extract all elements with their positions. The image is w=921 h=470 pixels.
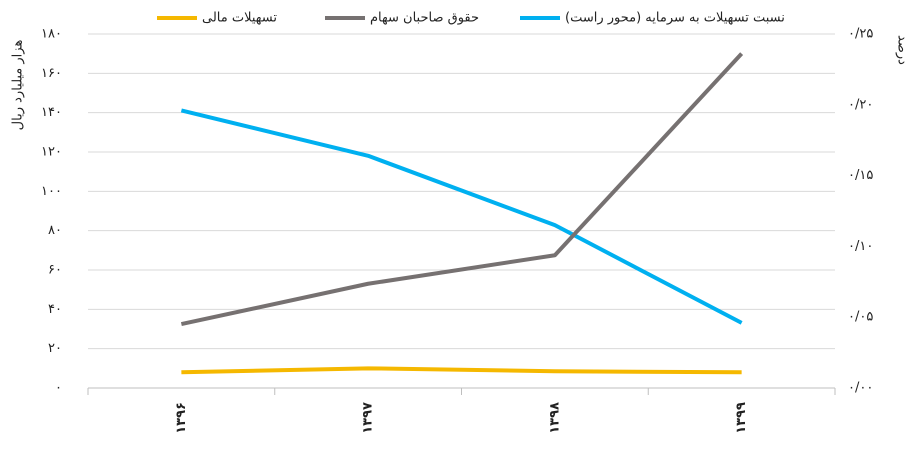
x-tick-label: ۱۳۹۹ xyxy=(734,402,749,434)
y-tick-label: ۱۲۰ xyxy=(41,145,62,160)
x-tick-label: ۱۳۹۶ xyxy=(174,402,189,434)
x-tick-label: ۱۳۹۸ xyxy=(547,402,562,434)
y2-tick-label: ۰/۱۰ xyxy=(848,239,873,254)
y2-tick-label: ۰/۰۰ xyxy=(848,381,873,396)
legend-label: نسبت تسهیلات به سرمایه (محور راست) xyxy=(565,11,785,26)
y-tick-label: ۰ xyxy=(55,381,62,396)
y2-tick-label: ۰/۰۵ xyxy=(848,310,873,325)
legend-label: حقوق صاحبان سهام xyxy=(370,11,479,26)
y2-tick-label: ۰/۲۰ xyxy=(848,97,873,112)
y2-tick-label: ۰/۱۵ xyxy=(848,168,873,183)
x-tick-label: ۱۳۹۷ xyxy=(361,402,376,434)
y-tick-label: ۱۴۰ xyxy=(41,105,62,120)
y-tick-label: ۱۸۰ xyxy=(41,27,62,42)
legend-label: تسهیلات مالی xyxy=(202,11,277,26)
y2-tick-label: ۰/۲۵ xyxy=(848,27,873,42)
y-tick-label: ۶۰ xyxy=(48,263,62,278)
y2-axis-title: درصد xyxy=(895,35,910,65)
y-tick-label: ۴۰ xyxy=(48,302,62,317)
series-line xyxy=(180,52,744,327)
series-line xyxy=(180,108,743,325)
y-tick-label: ۱۰۰ xyxy=(41,184,62,199)
y-tick-label: ۸۰ xyxy=(48,223,62,238)
series-line xyxy=(181,366,742,375)
y-axis-title: هزار میلیارد ریال xyxy=(11,40,26,131)
y-tick-label: ۲۰ xyxy=(48,341,62,356)
y-tick-label: ۱۶۰ xyxy=(41,66,62,81)
